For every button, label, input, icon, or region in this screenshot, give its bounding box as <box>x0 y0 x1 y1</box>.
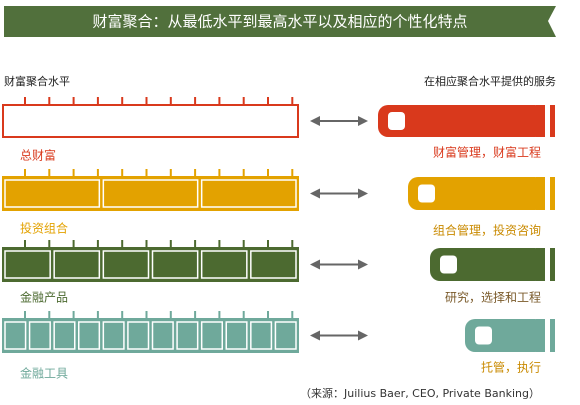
bar-segment <box>250 250 297 279</box>
bar-segment <box>274 321 297 350</box>
bar-segment <box>102 250 150 279</box>
service-text: 财富管理，财富工程 <box>433 145 541 160</box>
right-heading: 在相应聚合水平提供的服务 <box>424 74 556 88</box>
arrow-head <box>310 116 320 126</box>
pill-knob <box>418 184 435 203</box>
bar-segment <box>78 321 101 350</box>
arrow-head <box>310 330 320 341</box>
service-text: 组合管理，投资咨询 <box>433 223 541 238</box>
bar-frame <box>2 318 299 353</box>
arrow-head <box>358 330 368 341</box>
bar-segment <box>200 179 297 208</box>
pill-stripe <box>550 177 555 210</box>
row-label: 金融产品 <box>20 290 68 305</box>
bar-segment <box>4 250 51 279</box>
service-text: 研究，选择和工程 <box>445 290 541 305</box>
service-text: 托管，执行 <box>481 360 541 375</box>
service-pill-end <box>536 248 545 281</box>
bar-segment <box>28 321 51 350</box>
bar-frame <box>2 247 299 282</box>
bar-segment <box>102 179 199 208</box>
service-pill-end <box>536 319 545 352</box>
arrow-head <box>358 259 368 270</box>
pill-stripe <box>550 319 555 352</box>
bar-segment <box>127 321 150 350</box>
bar-segment <box>53 250 101 279</box>
row-label: 金融工具 <box>20 366 68 381</box>
pill-knob <box>475 326 492 345</box>
arrow-head <box>358 188 368 199</box>
pill-knob <box>388 112 405 130</box>
bar-segment <box>200 321 224 350</box>
bar-segment <box>102 321 125 350</box>
bar-segment <box>4 179 101 208</box>
source: （来源：Juilius Baer, CEO, Private Banking） <box>300 386 540 400</box>
header-title: 财富聚合：从最低水平到最高水平以及相应的个性化特点 <box>92 13 467 31</box>
bar-segment <box>151 250 199 279</box>
service-pill <box>408 177 545 210</box>
row-label: 投资组合 <box>20 221 68 236</box>
row-label: 总财富 <box>20 148 56 163</box>
pill-knob <box>440 255 457 274</box>
arrow-head <box>358 116 368 126</box>
service-pill-end <box>536 105 545 137</box>
bar-segment <box>151 321 174 350</box>
header-banner <box>4 6 556 37</box>
service-pill-end <box>536 177 545 210</box>
bar-segment <box>225 321 248 350</box>
bar-segment <box>4 321 27 350</box>
arrow-head <box>310 259 320 270</box>
service-pill <box>378 105 545 137</box>
pill-stripe <box>550 248 555 281</box>
bar-segment <box>176 321 199 350</box>
bar-segment <box>250 321 273 350</box>
pill-stripe <box>550 105 555 137</box>
arrow-head <box>310 188 320 199</box>
left-heading: 财富聚合水平 <box>4 74 70 88</box>
bar-segment <box>53 321 76 350</box>
service-pill <box>430 248 545 281</box>
bar-segment <box>200 250 248 279</box>
bar-frame <box>2 104 299 138</box>
